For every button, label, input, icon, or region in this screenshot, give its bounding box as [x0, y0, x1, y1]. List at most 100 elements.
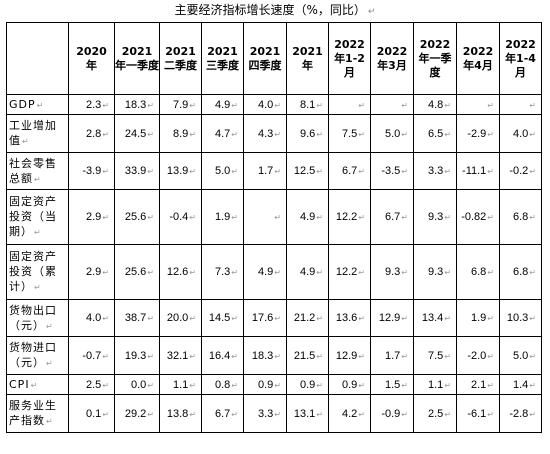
cell-value: 25.6	[124, 211, 147, 223]
paragraph-mark-icon: ↵	[274, 167, 281, 176]
paragraph-mark-icon: ↵	[231, 380, 238, 390]
paragraph-mark-icon: ↵	[189, 351, 196, 361]
value-cell: 5.0↵	[499, 336, 542, 375]
cell-value: 13.6	[335, 312, 358, 324]
value-cell: 3.3↵	[243, 394, 287, 433]
value-cell: 6.7↵	[328, 152, 371, 190]
paragraph-mark-icon: ↵	[34, 174, 42, 184]
paragraph-mark-icon: ↵	[358, 380, 365, 390]
header-corner-cell	[6, 22, 69, 95]
cell-value: 38.7	[124, 312, 147, 324]
cell-value: 1.9	[471, 312, 487, 324]
header-cell: 2022 年一季度	[413, 22, 457, 95]
paragraph-mark-icon: ↵	[487, 351, 494, 361]
paragraph-mark-icon: ↵	[401, 167, 408, 176]
header-year: 2022	[419, 37, 451, 51]
cell-value: 12.5	[293, 165, 316, 177]
cell-value: 9.3	[385, 266, 401, 278]
paragraph-mark-icon: ↵	[316, 213, 323, 222]
row-label: 服务业生产指数↵	[6, 394, 69, 433]
value-cell: 8.1↵	[286, 94, 329, 115]
paragraph-mark-icon: ↵	[231, 129, 238, 139]
cell-value: -0.9	[381, 407, 401, 420]
paragraph-mark-icon: ↵	[401, 380, 408, 390]
cell-value: 25.6	[124, 266, 147, 278]
paragraph-mark-icon: ↵	[487, 100, 494, 110]
paragraph-mark-icon: ↵	[147, 314, 154, 323]
cell-value: 2.8	[86, 127, 102, 140]
row-label-text: 服务业生产指数	[9, 399, 57, 427]
cell-value: 13.8	[166, 407, 189, 420]
value-cell: 9.6↵	[286, 114, 329, 153]
cell-value: 12.2	[335, 266, 358, 278]
paragraph-mark-icon: ↵	[444, 380, 451, 390]
row-label: 固定资产投资（累计）↵	[6, 244, 69, 300]
value-cell: -0.82↵	[456, 189, 500, 245]
cell-value: 16.4	[208, 349, 231, 362]
paragraph-mark-icon: ↵	[36, 100, 45, 110]
paragraph-mark-icon: ↵	[147, 380, 154, 390]
value-cell: -0.4↵	[159, 189, 202, 245]
value-cell: 1.5↵	[370, 374, 414, 395]
header-cell: 2022 年1-2月	[328, 22, 371, 95]
paragraph-mark-icon: ↵	[231, 100, 238, 110]
value-cell: 0.9↵	[286, 374, 329, 395]
value-cell: 1.1↵	[159, 374, 202, 395]
header-cell: 2021 年	[286, 22, 329, 95]
cell-value: 10.3	[506, 312, 529, 324]
value-cell: 18.3↵	[114, 94, 160, 115]
cell-value: 0.9	[300, 378, 316, 391]
paragraph-mark-icon: ↵	[529, 314, 536, 323]
cell-value: 4.9	[300, 211, 316, 223]
value-cell: 2.9↵	[68, 189, 115, 245]
cell-value: 6.8	[513, 266, 529, 278]
paragraph-mark-icon: ↵	[487, 167, 494, 176]
paragraph-mark-icon: ↵	[274, 213, 281, 222]
cell-value: 18.3	[251, 349, 274, 362]
cell-value: 21.2	[293, 312, 316, 324]
value-cell: 9.3↵	[370, 244, 414, 300]
paragraph-mark-icon: ↵	[529, 213, 536, 222]
header-cell: 2021 四季度	[243, 22, 287, 95]
value-cell: -6.1↵	[456, 394, 500, 433]
header-period: 年	[86, 58, 97, 72]
paragraph-mark-icon: ↵	[147, 100, 154, 110]
paragraph-mark-icon: ↵	[358, 167, 365, 176]
header-cell: 2020 年	[68, 22, 115, 95]
header-cell: 2021 三季度	[201, 22, 244, 95]
value-cell: 7.5↵	[328, 114, 371, 153]
cell-value: 2.5	[86, 378, 102, 391]
header-cell: 2022 年1-4月	[499, 22, 542, 95]
paragraph-mark-icon: ↵	[444, 100, 451, 110]
paragraph-mark-icon: ↵	[367, 7, 376, 17]
row-label: 工业增加值↵	[6, 114, 69, 153]
value-cell: 4.9↵	[286, 189, 329, 245]
paragraph-mark-icon: ↵	[358, 129, 365, 139]
cell-value: 5.0	[385, 127, 401, 140]
paragraph-mark-icon: ↵	[358, 213, 365, 222]
cell-value: 4.8	[428, 98, 444, 111]
value-cell: 6.7↵	[370, 189, 414, 245]
header-year: 2021	[165, 44, 196, 58]
paragraph-mark-icon: ↵	[102, 268, 109, 277]
table-row: 固定资产投资（累计）↵ 2.9↵ 25.6↵ 12.6↵ 7.3↵ 4.9↵ 4.9↵ 12.…	[6, 244, 542, 300]
paragraph-mark-icon: ↵	[444, 129, 451, 139]
cell-value: 2.1	[471, 378, 487, 391]
value-cell: 21.5↵	[286, 336, 329, 375]
cell-value: 5.0	[215, 165, 231, 177]
table-row: 社会零售总额↵ -3.9↵ 33.9↵ 13.9↵ 5.0↵ 1.7↵ 12.5↵ 6.7↵ -…	[6, 152, 542, 190]
value-cell: 1.7↵	[243, 152, 287, 190]
value-cell: -0.9↵	[370, 394, 414, 433]
cell-value: 33.9	[124, 165, 147, 177]
cell-value: -11.1	[462, 165, 487, 177]
paragraph-mark-icon: ↵	[487, 380, 494, 390]
value-cell: 12.2↵	[328, 244, 371, 300]
cell-value: 6.7	[385, 211, 401, 223]
paragraph-mark-icon: ↵	[358, 314, 365, 323]
paragraph-mark-icon: ↵	[147, 268, 154, 277]
paragraph-mark-icon: ↵	[358, 100, 365, 110]
paragraph-mark-icon: ↵	[316, 167, 323, 176]
paragraph-mark-icon: ↵	[401, 129, 408, 139]
paragraph-mark-icon: ↵	[401, 100, 408, 110]
